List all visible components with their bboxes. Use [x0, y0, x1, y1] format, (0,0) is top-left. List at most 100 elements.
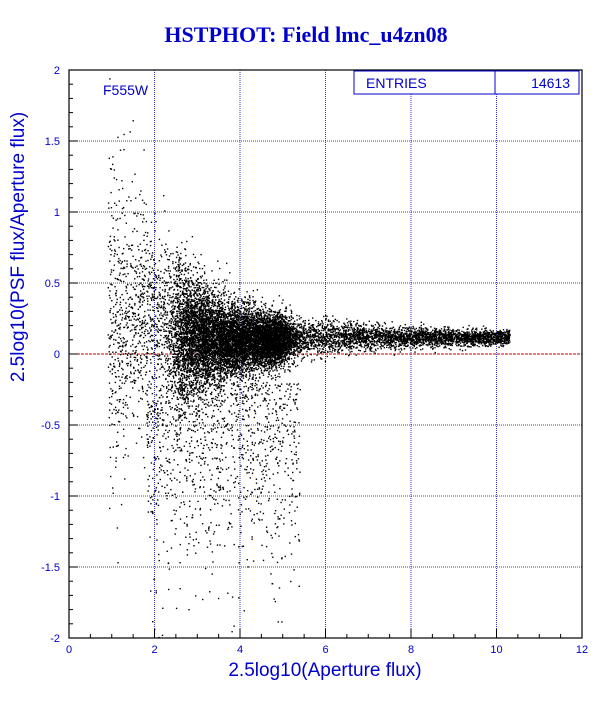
scatter-point: [294, 421, 297, 424]
scatter-point: [443, 336, 445, 338]
scatter-point: [416, 346, 418, 349]
scatter-point: [125, 415, 127, 417]
scatter-point: [239, 513, 241, 515]
scatter-point: [320, 333, 322, 335]
scatter-point: [267, 339, 269, 341]
scatter-point: [154, 411, 156, 414]
scatter-point: [236, 381, 238, 383]
scatter-point: [182, 317, 185, 319]
scatter-point: [270, 367, 273, 369]
scatter-point: [438, 343, 440, 345]
scatter-point: [125, 290, 127, 292]
scatter-point: [251, 431, 253, 434]
scatter-point: [242, 360, 244, 362]
scatter-point: [203, 282, 205, 284]
scatter-point: [283, 407, 285, 409]
scatter-point: [291, 433, 293, 435]
scatter-point: [195, 405, 197, 407]
scatter-point: [414, 351, 416, 353]
scatter-point: [207, 349, 210, 351]
scatter-point: [471, 329, 473, 331]
scatter-point: [130, 244, 133, 247]
scatter-point: [205, 305, 207, 307]
scatter-point: [110, 335, 112, 337]
scatter-point: [235, 296, 237, 298]
scatter-point: [445, 342, 447, 344]
scatter-point: [160, 402, 162, 404]
scatter-point: [203, 390, 205, 392]
scatter-point: [295, 337, 297, 339]
scatter-point: [212, 325, 214, 327]
scatter-point: [293, 342, 295, 344]
scatter-point: [185, 350, 187, 352]
scatter-point: [186, 450, 189, 453]
scatter-point: [123, 382, 126, 385]
scatter-point: [131, 412, 134, 414]
scatter-point: [204, 332, 206, 335]
scatter-point: [218, 384, 221, 386]
scatter-point: [205, 377, 207, 379]
scatter-point: [207, 372, 209, 374]
scatter-point: [163, 306, 165, 308]
scatter-point: [176, 343, 179, 345]
scatter-point: [342, 341, 345, 343]
scatter-point: [215, 369, 217, 371]
scatter-point: [294, 342, 296, 344]
scatter-point: [226, 262, 228, 265]
scatter-point: [189, 337, 191, 339]
scatter-point: [184, 401, 186, 403]
scatter-point: [190, 318, 192, 320]
scatter-point: [420, 324, 422, 327]
scatter-point: [256, 394, 259, 396]
scatter-point: [344, 338, 346, 341]
scatter-point: [160, 325, 162, 328]
scatter-point: [177, 403, 180, 405]
scatter-point: [136, 230, 138, 232]
scatter-point: [321, 320, 323, 322]
scatter-point: [128, 319, 131, 321]
scatter-point: [404, 345, 407, 348]
scatter-point: [394, 338, 396, 341]
scatter-point: [114, 406, 117, 409]
scatter-point: [276, 498, 279, 500]
scatter-point: [182, 394, 185, 397]
scatter-point: [302, 330, 305, 332]
scatter-point: [125, 222, 127, 224]
scatter-point: [175, 404, 177, 407]
scatter-point: [211, 352, 214, 354]
scatter-point: [242, 365, 244, 367]
scatter-point: [189, 364, 192, 366]
scatter-point: [155, 404, 157, 407]
scatter-point: [213, 313, 215, 315]
scatter-point: [146, 414, 148, 416]
scatter-point: [162, 423, 164, 425]
scatter-point: [118, 257, 120, 260]
scatter-point: [184, 312, 187, 314]
scatter-point: [176, 313, 178, 315]
scatter-point: [233, 625, 235, 627]
scatter-point: [179, 311, 182, 313]
scatter-point: [182, 285, 185, 287]
scatter-point: [138, 260, 140, 262]
scatter-point: [179, 417, 181, 419]
scatter-point: [183, 342, 185, 345]
scatter-point: [209, 301, 211, 304]
scatter-point: [201, 523, 204, 525]
scatter-point: [158, 260, 161, 262]
scatter-point: [311, 348, 313, 350]
scatter-point: [201, 334, 203, 337]
scatter-point: [162, 366, 164, 369]
scatter-point: [304, 337, 306, 339]
scatter-point: [200, 253, 202, 256]
scatter-point: [211, 496, 214, 499]
scatter-point: [325, 335, 328, 338]
scatter-point: [196, 334, 198, 337]
scatter-point: [147, 441, 150, 444]
scatter-point: [184, 362, 186, 364]
scatter-point: [179, 562, 181, 564]
scatter-point: [500, 338, 503, 340]
scatter-point: [240, 434, 243, 437]
scatter-point: [219, 267, 221, 270]
scatter-point: [248, 354, 251, 356]
scatter-point: [145, 260, 147, 262]
